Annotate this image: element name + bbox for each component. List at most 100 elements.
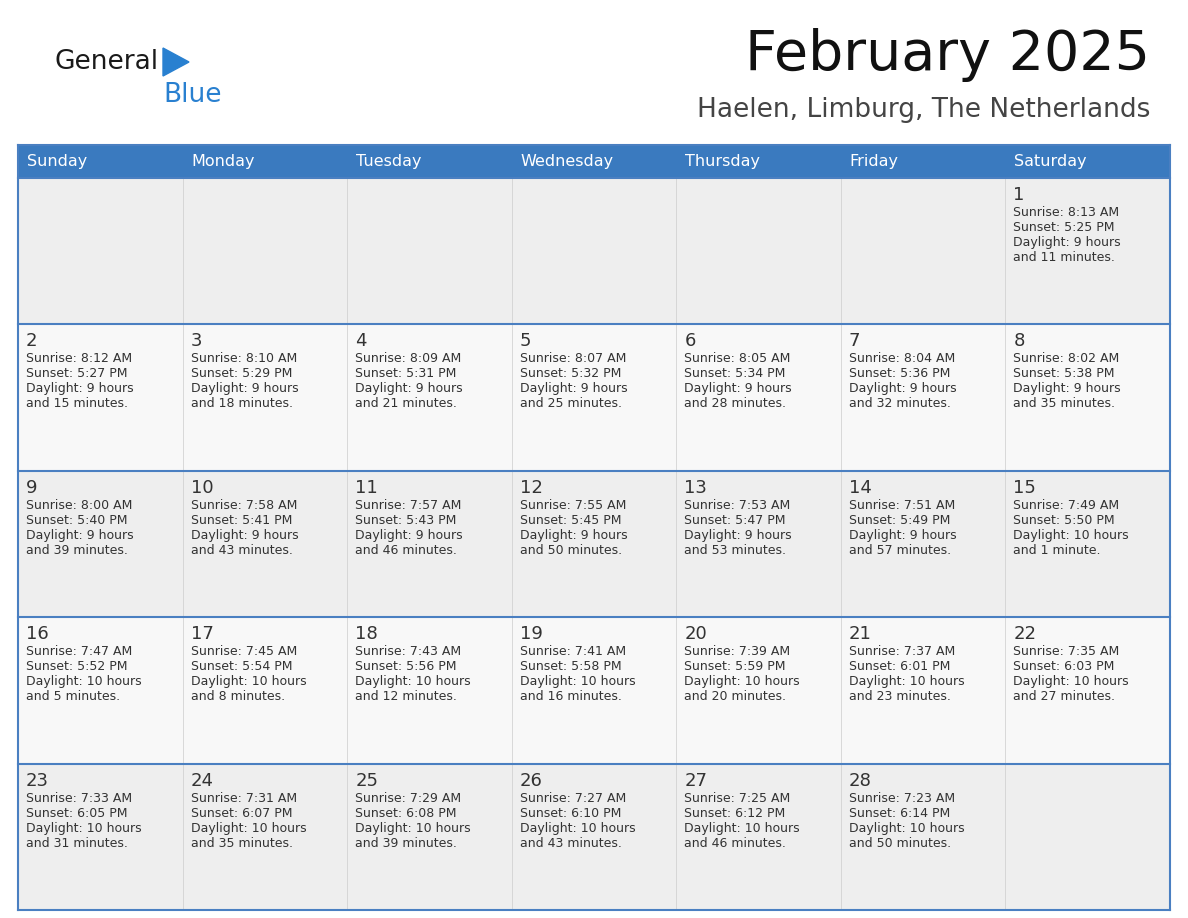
Text: Sunset: 6:08 PM: Sunset: 6:08 PM bbox=[355, 807, 456, 820]
Text: Sunrise: 7:55 AM: Sunrise: 7:55 AM bbox=[519, 498, 626, 512]
Bar bbox=[676, 145, 841, 178]
Text: 5: 5 bbox=[519, 332, 531, 351]
Text: Daylight: 10 hours: Daylight: 10 hours bbox=[1013, 529, 1129, 542]
Text: and 18 minutes.: and 18 minutes. bbox=[190, 397, 292, 410]
Bar bbox=[18, 471, 1170, 617]
Text: 17: 17 bbox=[190, 625, 214, 644]
Text: Daylight: 10 hours: Daylight: 10 hours bbox=[849, 676, 965, 688]
Text: Sunset: 6:05 PM: Sunset: 6:05 PM bbox=[26, 807, 127, 820]
Text: and 5 minutes.: and 5 minutes. bbox=[26, 690, 120, 703]
Text: and 27 minutes.: and 27 minutes. bbox=[1013, 690, 1116, 703]
Text: Daylight: 10 hours: Daylight: 10 hours bbox=[190, 676, 307, 688]
Text: Saturday: Saturday bbox=[1015, 154, 1087, 169]
Text: February 2025: February 2025 bbox=[745, 28, 1150, 82]
Text: and 50 minutes.: and 50 minutes. bbox=[849, 836, 950, 849]
Text: and 1 minute.: and 1 minute. bbox=[1013, 543, 1101, 557]
Text: and 43 minutes.: and 43 minutes. bbox=[519, 836, 621, 849]
Text: Sunrise: 8:02 AM: Sunrise: 8:02 AM bbox=[1013, 353, 1119, 365]
Text: Sunrise: 7:37 AM: Sunrise: 7:37 AM bbox=[849, 645, 955, 658]
Text: Sunset: 5:43 PM: Sunset: 5:43 PM bbox=[355, 514, 456, 527]
Text: and 20 minutes.: and 20 minutes. bbox=[684, 690, 786, 703]
Text: Sunrise: 8:04 AM: Sunrise: 8:04 AM bbox=[849, 353, 955, 365]
Text: Sunrise: 7:51 AM: Sunrise: 7:51 AM bbox=[849, 498, 955, 512]
Text: Sunset: 5:40 PM: Sunset: 5:40 PM bbox=[26, 514, 127, 527]
Text: Sunset: 5:47 PM: Sunset: 5:47 PM bbox=[684, 514, 785, 527]
Text: 22: 22 bbox=[1013, 625, 1036, 644]
Text: Sunset: 5:45 PM: Sunset: 5:45 PM bbox=[519, 514, 621, 527]
Text: Daylight: 9 hours: Daylight: 9 hours bbox=[519, 529, 627, 542]
Text: 19: 19 bbox=[519, 625, 543, 644]
Text: Sunset: 5:25 PM: Sunset: 5:25 PM bbox=[1013, 221, 1114, 234]
Text: Sunrise: 7:53 AM: Sunrise: 7:53 AM bbox=[684, 498, 790, 512]
Text: Sunset: 5:32 PM: Sunset: 5:32 PM bbox=[519, 367, 621, 380]
Text: Sunrise: 7:33 AM: Sunrise: 7:33 AM bbox=[26, 791, 132, 804]
Text: Sunset: 6:03 PM: Sunset: 6:03 PM bbox=[1013, 660, 1114, 673]
Text: Sunset: 5:38 PM: Sunset: 5:38 PM bbox=[1013, 367, 1114, 380]
Text: 14: 14 bbox=[849, 479, 872, 497]
Text: Sunrise: 8:00 AM: Sunrise: 8:00 AM bbox=[26, 498, 132, 512]
Text: Sunset: 5:52 PM: Sunset: 5:52 PM bbox=[26, 660, 127, 673]
Text: Sunset: 6:10 PM: Sunset: 6:10 PM bbox=[519, 807, 621, 820]
Text: Daylight: 9 hours: Daylight: 9 hours bbox=[190, 529, 298, 542]
Text: 18: 18 bbox=[355, 625, 378, 644]
Text: Daylight: 10 hours: Daylight: 10 hours bbox=[519, 676, 636, 688]
Bar bbox=[512, 145, 676, 178]
Text: and 50 minutes.: and 50 minutes. bbox=[519, 543, 621, 557]
Text: Sunrise: 7:57 AM: Sunrise: 7:57 AM bbox=[355, 498, 461, 512]
Text: 8: 8 bbox=[1013, 332, 1025, 351]
Text: 7: 7 bbox=[849, 332, 860, 351]
Text: 15: 15 bbox=[1013, 479, 1036, 497]
Text: 2: 2 bbox=[26, 332, 38, 351]
Text: Daylight: 9 hours: Daylight: 9 hours bbox=[26, 529, 133, 542]
Text: and 35 minutes.: and 35 minutes. bbox=[190, 836, 292, 849]
Text: Sunrise: 7:23 AM: Sunrise: 7:23 AM bbox=[849, 791, 955, 804]
Text: Daylight: 10 hours: Daylight: 10 hours bbox=[26, 676, 141, 688]
Text: 24: 24 bbox=[190, 772, 214, 789]
Text: and 21 minutes.: and 21 minutes. bbox=[355, 397, 457, 410]
Text: and 16 minutes.: and 16 minutes. bbox=[519, 690, 621, 703]
Text: Sunset: 5:27 PM: Sunset: 5:27 PM bbox=[26, 367, 127, 380]
Text: and 15 minutes.: and 15 minutes. bbox=[26, 397, 128, 410]
Text: and 12 minutes.: and 12 minutes. bbox=[355, 690, 457, 703]
Text: and 11 minutes.: and 11 minutes. bbox=[1013, 251, 1116, 264]
Text: 13: 13 bbox=[684, 479, 707, 497]
Text: Sunrise: 8:10 AM: Sunrise: 8:10 AM bbox=[190, 353, 297, 365]
Text: Daylight: 9 hours: Daylight: 9 hours bbox=[26, 383, 133, 396]
Text: 27: 27 bbox=[684, 772, 707, 789]
Bar bbox=[183, 145, 347, 178]
Text: Daylight: 9 hours: Daylight: 9 hours bbox=[355, 529, 463, 542]
Bar bbox=[18, 178, 1170, 324]
Text: 9: 9 bbox=[26, 479, 38, 497]
Text: 3: 3 bbox=[190, 332, 202, 351]
Text: Sunrise: 7:29 AM: Sunrise: 7:29 AM bbox=[355, 791, 461, 804]
Text: Sunset: 5:29 PM: Sunset: 5:29 PM bbox=[190, 367, 292, 380]
Text: 11: 11 bbox=[355, 479, 378, 497]
Text: Daylight: 9 hours: Daylight: 9 hours bbox=[1013, 383, 1121, 396]
Text: and 35 minutes.: and 35 minutes. bbox=[1013, 397, 1116, 410]
Text: Sunset: 6:01 PM: Sunset: 6:01 PM bbox=[849, 660, 950, 673]
Text: Sunset: 5:34 PM: Sunset: 5:34 PM bbox=[684, 367, 785, 380]
Text: Daylight: 9 hours: Daylight: 9 hours bbox=[684, 383, 792, 396]
Text: Monday: Monday bbox=[191, 154, 255, 169]
Text: 12: 12 bbox=[519, 479, 543, 497]
Text: Daylight: 9 hours: Daylight: 9 hours bbox=[1013, 236, 1121, 249]
Text: Sunrise: 7:39 AM: Sunrise: 7:39 AM bbox=[684, 645, 790, 658]
Text: Sunset: 5:56 PM: Sunset: 5:56 PM bbox=[355, 660, 456, 673]
Text: and 39 minutes.: and 39 minutes. bbox=[355, 836, 457, 849]
Text: Daylight: 9 hours: Daylight: 9 hours bbox=[519, 383, 627, 396]
Text: Sunday: Sunday bbox=[27, 154, 87, 169]
Text: Sunrise: 7:47 AM: Sunrise: 7:47 AM bbox=[26, 645, 132, 658]
Text: Sunrise: 7:49 AM: Sunrise: 7:49 AM bbox=[1013, 498, 1119, 512]
Text: Sunset: 6:12 PM: Sunset: 6:12 PM bbox=[684, 807, 785, 820]
Text: and 28 minutes.: and 28 minutes. bbox=[684, 397, 786, 410]
Text: Sunset: 5:49 PM: Sunset: 5:49 PM bbox=[849, 514, 950, 527]
Text: 4: 4 bbox=[355, 332, 367, 351]
Text: Sunset: 6:14 PM: Sunset: 6:14 PM bbox=[849, 807, 950, 820]
Text: 6: 6 bbox=[684, 332, 696, 351]
Text: Haelen, Limburg, The Netherlands: Haelen, Limburg, The Netherlands bbox=[696, 97, 1150, 123]
Text: Daylight: 10 hours: Daylight: 10 hours bbox=[1013, 676, 1129, 688]
Bar bbox=[18, 764, 1170, 910]
Text: Daylight: 9 hours: Daylight: 9 hours bbox=[849, 529, 956, 542]
Text: 26: 26 bbox=[519, 772, 543, 789]
Text: Sunset: 5:50 PM: Sunset: 5:50 PM bbox=[1013, 514, 1116, 527]
